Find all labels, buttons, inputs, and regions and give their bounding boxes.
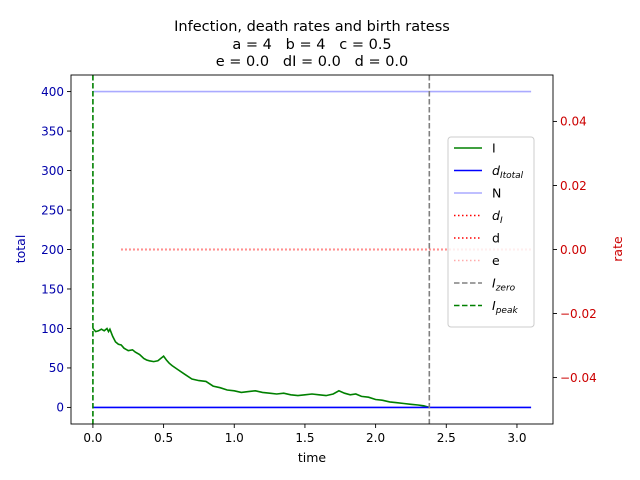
series-I-line [92, 327, 430, 409]
y-right-tick-label: −0.02 [560, 307, 597, 321]
y-left-tick-label: 300 [41, 164, 64, 178]
x-tick-label: 3.0 [507, 431, 526, 445]
legend-label: I [492, 141, 496, 156]
x-tick-label: 2.0 [366, 431, 385, 445]
y-left-tick-label: 150 [41, 282, 64, 296]
y-left-tick-label: 0 [56, 401, 64, 415]
legend-entry-I: I [454, 141, 496, 156]
chart-title-line1: Infection, death rates and birth ratess [174, 19, 450, 35]
legend-label: dItotal [492, 163, 524, 181]
legend-label: Izero [492, 276, 516, 294]
legend-entry-N: N [454, 186, 501, 201]
y-left-tick-label: 100 [41, 322, 64, 336]
legend-entry-e: e [454, 253, 500, 268]
legend-entry-Ipeak: Ipeak [454, 298, 518, 316]
series-layer [92, 75, 532, 424]
y-right-tick-label: 0.02 [560, 179, 587, 193]
legend-entry-d: d [454, 231, 500, 246]
y-right-tick-label: 0.04 [560, 115, 587, 129]
x-tick-label: 2.5 [437, 431, 456, 445]
legend-entry-Izero: Izero [454, 276, 516, 294]
y-left-tick-label: 200 [41, 243, 64, 257]
legend-box [447, 136, 535, 328]
legend-entry-dI: dI [454, 208, 503, 226]
legend-label: e [492, 253, 500, 268]
chart-title-line2: a = 4 b = 4 c = 0.5 [232, 37, 391, 53]
x-tick-label: 0.0 [83, 431, 102, 445]
y-left-tick-label: 400 [41, 85, 64, 99]
y-right-tick-label: −0.04 [560, 371, 597, 385]
legend-label: N [492, 186, 501, 201]
legend-entry-dItotal: dItotal [454, 163, 524, 181]
x-tick-label: 0.5 [154, 431, 173, 445]
y-axis-left-label: total [13, 235, 28, 264]
legend-label: d [492, 231, 500, 246]
x-axis-label: time [298, 450, 327, 465]
chart-title-line3: e = 0.0 dI = 0.0 d = 0.0 [216, 54, 409, 70]
legend-label: dI [492, 208, 503, 226]
y-axis-right-label: rate [610, 236, 625, 262]
axes-layer: 0.0 0.5 1.0 1.5 2.0 2.5 3.0 0 50 100 150 200 250 300 3… [41, 74, 597, 445]
y-left-tick-label: 350 [41, 124, 64, 138]
legend-label: Ipeak [492, 298, 518, 316]
y-left-tick-label: 50 [49, 361, 64, 375]
chart-title: Infection, death rates and birth ratess … [174, 19, 450, 70]
x-tick-label: 1.5 [295, 431, 314, 445]
y-right-tick-label: 0.00 [560, 243, 587, 257]
x-tick-label: 1.0 [225, 431, 244, 445]
y-left-tick-label: 250 [41, 203, 64, 217]
